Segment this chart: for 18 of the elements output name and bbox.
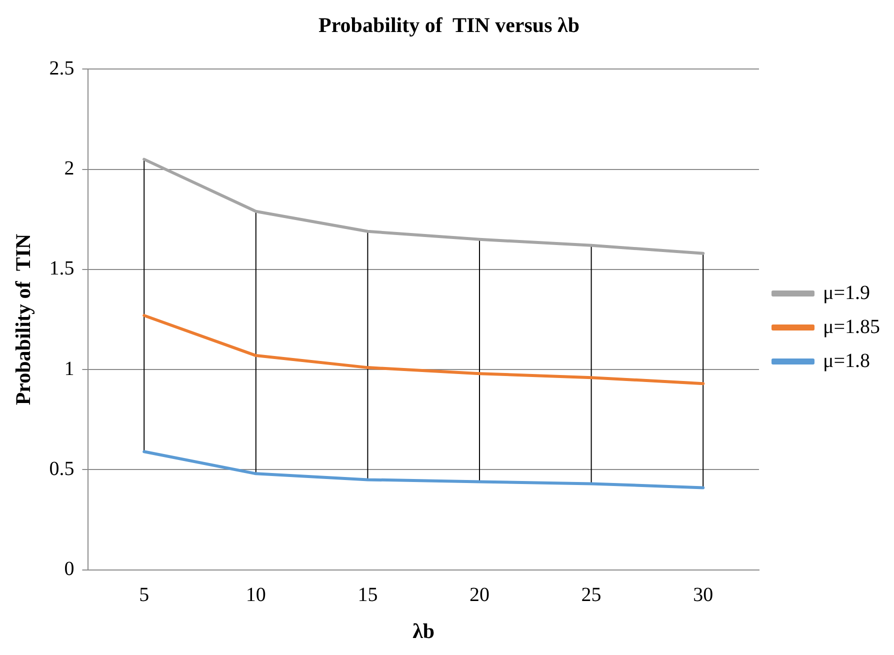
legend-label: μ=1.9 [823, 282, 870, 304]
x-axis-title: λb [412, 618, 435, 643]
x-tick-label: 15 [358, 584, 378, 606]
y-tick-label: 1.5 [49, 258, 74, 280]
chart-title: Probability of TIN versus λb [318, 13, 580, 38]
x-tick-label: 10 [246, 584, 266, 606]
legend-label: μ=1.8 [823, 350, 870, 372]
y-tick-label: 2 [64, 158, 74, 180]
y-axis-title: Probability of TIN [11, 234, 36, 406]
x-tick-label: 5 [139, 584, 150, 606]
x-tick-label: 25 [581, 584, 602, 606]
y-tick-label: 0.5 [49, 458, 74, 480]
y-tick-label: 1 [64, 358, 74, 380]
x-tick-label: 20 [470, 584, 490, 606]
y-tick-label: 2.5 [49, 57, 74, 80]
legend-label: μ=1.85 [823, 316, 880, 338]
y-tick-label: 0 [64, 558, 74, 580]
x-tick-label: 30 [693, 584, 714, 606]
